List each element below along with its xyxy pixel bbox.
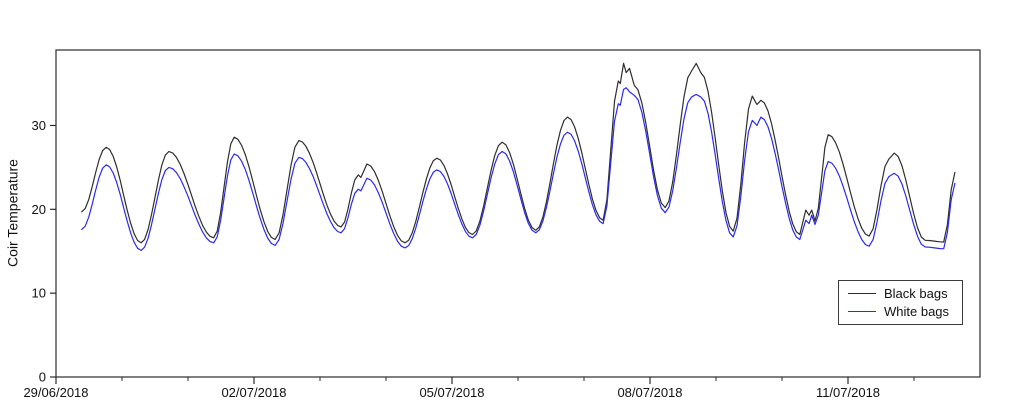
x-tick-label: 02/07/2018 [221,385,286,400]
legend-label: White bags [884,304,950,319]
legend-line-swatch-black-bags [848,293,876,294]
legend-item: White bags [848,304,962,319]
y-tick-label: 20 [32,202,46,217]
x-tick-label: 29/06/2018 [23,385,88,400]
x-tick-label: 11/07/2018 [816,385,880,400]
legend-line-swatch-white-bags [848,311,876,312]
legend: Black bags White bags [838,280,963,325]
legend-item: Black bags [848,286,962,301]
series-line-black-bags [81,62,956,244]
legend-label: Black bags [884,286,948,301]
x-tick-label: 08/07/2018 [617,385,682,400]
y-tick-label: 10 [32,286,46,301]
x-tick-label: 05/07/2018 [419,385,484,400]
y-tick-label: 0 [39,370,46,385]
series-line-white-bags [81,87,956,251]
y-tick-label: 30 [32,118,46,133]
